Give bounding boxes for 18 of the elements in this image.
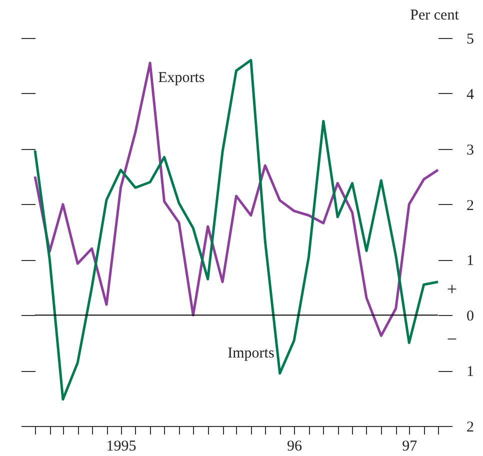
text: − bbox=[446, 329, 458, 350]
y-axis-title: Per cent bbox=[410, 8, 460, 24]
x-tick-label: 97 bbox=[402, 438, 418, 454]
y-tick-label: 1 bbox=[466, 253, 474, 270]
series-label: Imports bbox=[228, 345, 274, 362]
y-tick-label: 0 bbox=[466, 308, 474, 325]
x-tick-label: 1995 bbox=[106, 438, 136, 454]
x-tick-label: 96 bbox=[287, 438, 303, 454]
y-tick-label: 2 bbox=[466, 420, 474, 436]
y-tick-label: 3 bbox=[466, 142, 474, 158]
y-tick-label: 2 bbox=[466, 198, 474, 214]
y-tick-label: 1 bbox=[466, 364, 474, 380]
series-label: Exports bbox=[158, 70, 205, 86]
y-tick-label: 4 bbox=[466, 86, 474, 103]
line-series bbox=[34, 58, 440, 401]
text: + bbox=[446, 279, 458, 300]
line-series bbox=[34, 62, 440, 337]
y-tick-label: 5 bbox=[466, 32, 474, 48]
